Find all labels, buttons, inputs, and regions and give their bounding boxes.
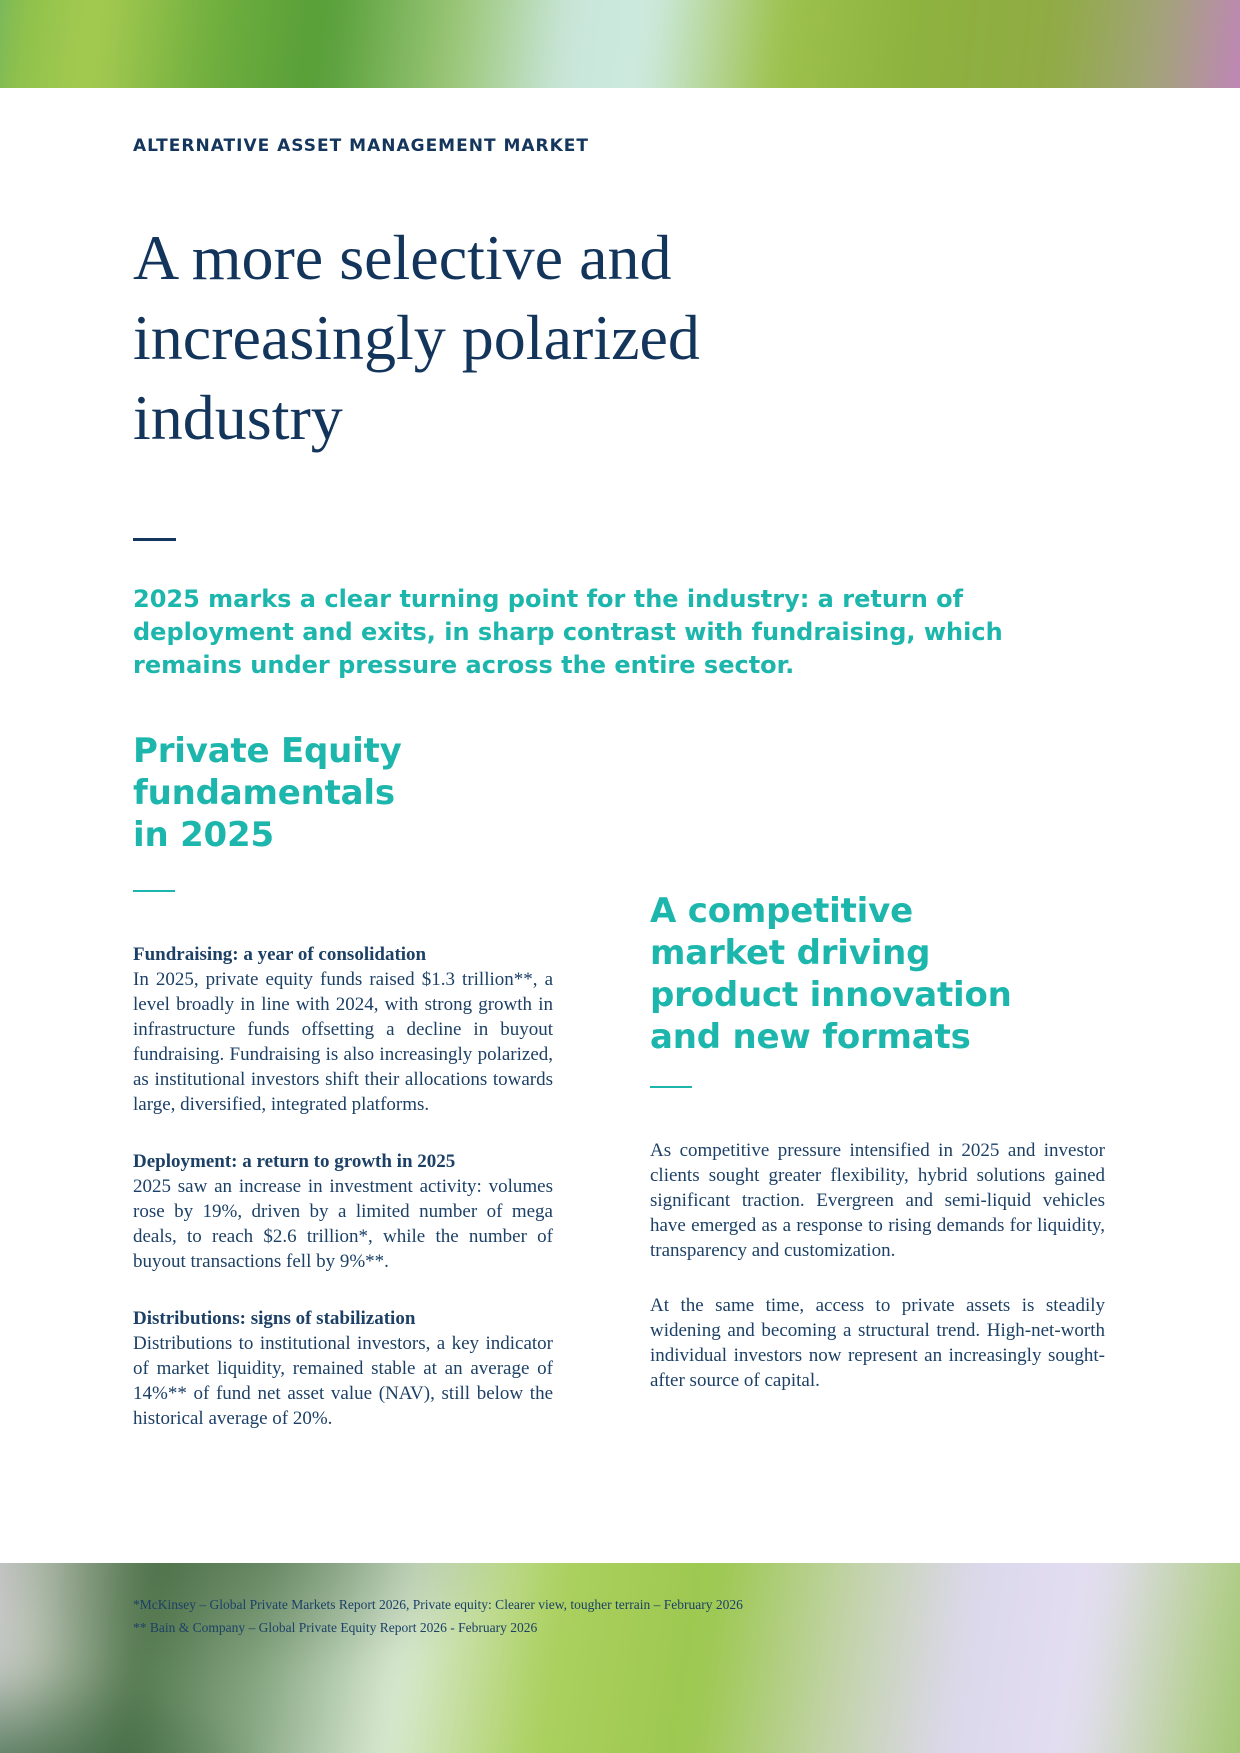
left-heading-divider — [133, 890, 175, 892]
right-column-heading: A competitive market driving product inn… — [650, 890, 1105, 1058]
page-title-line: increasingly polarized — [133, 302, 700, 373]
bottom-gradient-band: *McKinsey – Global Private Markets Repor… — [0, 1563, 1240, 1753]
eyebrow-label: ALTERNATIVE ASSET MANAGEMENT MARKET — [133, 136, 589, 156]
top-gradient-fill — [0, 0, 1240, 88]
section-body: In 2025, private equity funds raised $1.… — [133, 969, 553, 1115]
right-column-heading-line: product innovation — [650, 975, 1012, 1015]
text-section-fundraising: Fundraising: a year of consolidation In … — [133, 942, 553, 1117]
right-column: A competitive market driving product inn… — [650, 730, 1105, 1463]
intro-line: 2025 marks a clear turning point for the… — [133, 585, 964, 613]
right-column-paragraph: As competitive pressure intensified in 2… — [650, 1140, 1105, 1261]
left-column: Private Equity fundamentals in 2025 Fund… — [133, 730, 553, 1463]
page-title: A more selective and increasingly polari… — [133, 218, 1105, 458]
right-heading-divider — [650, 1086, 692, 1088]
footnotes: *McKinsey – Global Private Markets Repor… — [133, 1593, 743, 1639]
section-title: Distributions: signs of stabilization — [133, 1308, 416, 1329]
left-column-heading-line: Private Equity — [133, 731, 402, 771]
right-column-paragraph: At the same time, access to private asse… — [650, 1295, 1105, 1391]
right-column-heading-line: market driving — [650, 933, 931, 973]
two-column-layout: Private Equity fundamentals in 2025 Fund… — [133, 730, 1105, 1463]
left-column-heading-line: in 2025 — [133, 815, 274, 855]
right-column-heading-line: and new formats — [650, 1017, 971, 1057]
left-column-sections: Fundraising: a year of consolidation In … — [133, 942, 553, 1431]
intro-line: deployment and exits, in sharp contrast … — [133, 618, 1003, 646]
page-title-line: A more selective and — [133, 222, 672, 293]
intro-line: remains under pressure across the entire… — [133, 651, 795, 679]
section-body: 2025 saw an increase in investment activ… — [133, 1176, 553, 1272]
text-section-distributions: Distributions: signs of stabilization Di… — [133, 1306, 553, 1431]
top-gradient-band — [0, 0, 1240, 88]
section-title: Fundraising: a year of consolidation — [133, 944, 427, 965]
footnote-bain: ** Bain & Company – Global Private Equit… — [133, 1620, 538, 1635]
left-column-heading-line: fundamentals — [133, 773, 395, 813]
text-section-deployment: Deployment: a return to growth in 2025 2… — [133, 1149, 553, 1274]
right-column-heading-line: A competitive — [650, 891, 913, 931]
section-title: Deployment: a return to growth in 2025 — [133, 1151, 456, 1172]
left-column-heading: Private Equity fundamentals in 2025 — [133, 730, 553, 856]
page-title-line: industry — [133, 382, 343, 453]
page-content: ALTERNATIVE ASSET MANAGEMENT MARKET A mo… — [133, 136, 1105, 1463]
section-body: Distributions to institutional investors… — [133, 1333, 553, 1429]
intro-text: 2025 marks a clear turning point for the… — [133, 583, 1105, 682]
footnote-mckinsey: *McKinsey – Global Private Markets Repor… — [133, 1597, 743, 1612]
title-divider — [133, 538, 176, 541]
bottom-gradient-fill — [0, 1563, 1240, 1753]
